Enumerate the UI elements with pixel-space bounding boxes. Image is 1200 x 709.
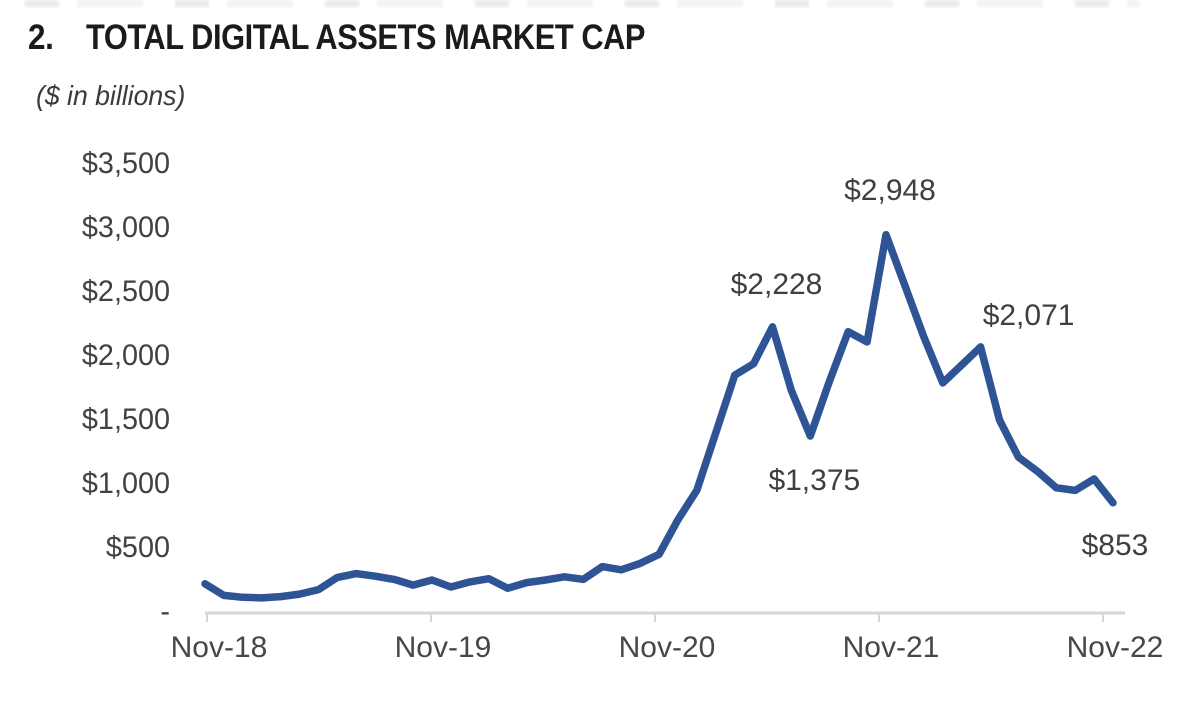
data-point-label: $2,228 xyxy=(730,267,823,301)
page-title: 2. TOTAL DIGITAL ASSETS MARKET CAP xyxy=(28,18,721,58)
data-point-label: $2,071 xyxy=(982,298,1075,332)
x-axis-tick-label: Nov-22 xyxy=(1066,631,1164,664)
x-axis-tick-label: Nov-18 xyxy=(170,631,268,664)
y-axis-tick-label: $3,500 xyxy=(81,147,170,180)
x-axis-tick-label: Nov-20 xyxy=(618,631,716,664)
chart-subtitle-units: ($ in billions) xyxy=(36,80,186,111)
y-axis-tick-label: $2,000 xyxy=(81,339,170,372)
data-point-label: $853 xyxy=(1081,528,1149,562)
y-axis-tick-label: $1,000 xyxy=(81,467,170,500)
y-axis-tick-label: - xyxy=(160,595,170,628)
market-cap-line-series xyxy=(201,230,1117,602)
data-point-label: $2,948 xyxy=(844,173,936,207)
y-axis-tick-label: $500 xyxy=(105,531,170,564)
title-number: 2. xyxy=(28,18,54,57)
x-axis-tick-label: Nov-21 xyxy=(842,631,940,664)
y-axis-tick-label: $1,500 xyxy=(81,403,170,436)
title-text: TOTAL DIGITAL ASSETS MARKET CAP xyxy=(86,18,646,57)
y-axis-tick-label: $2,500 xyxy=(81,275,170,308)
cropped-text-remnant xyxy=(25,0,1140,7)
y-axis-tick-label: $3,000 xyxy=(81,211,170,244)
data-point-label: $1,375 xyxy=(768,464,861,497)
x-axis-tick-label: Nov-19 xyxy=(394,631,492,664)
